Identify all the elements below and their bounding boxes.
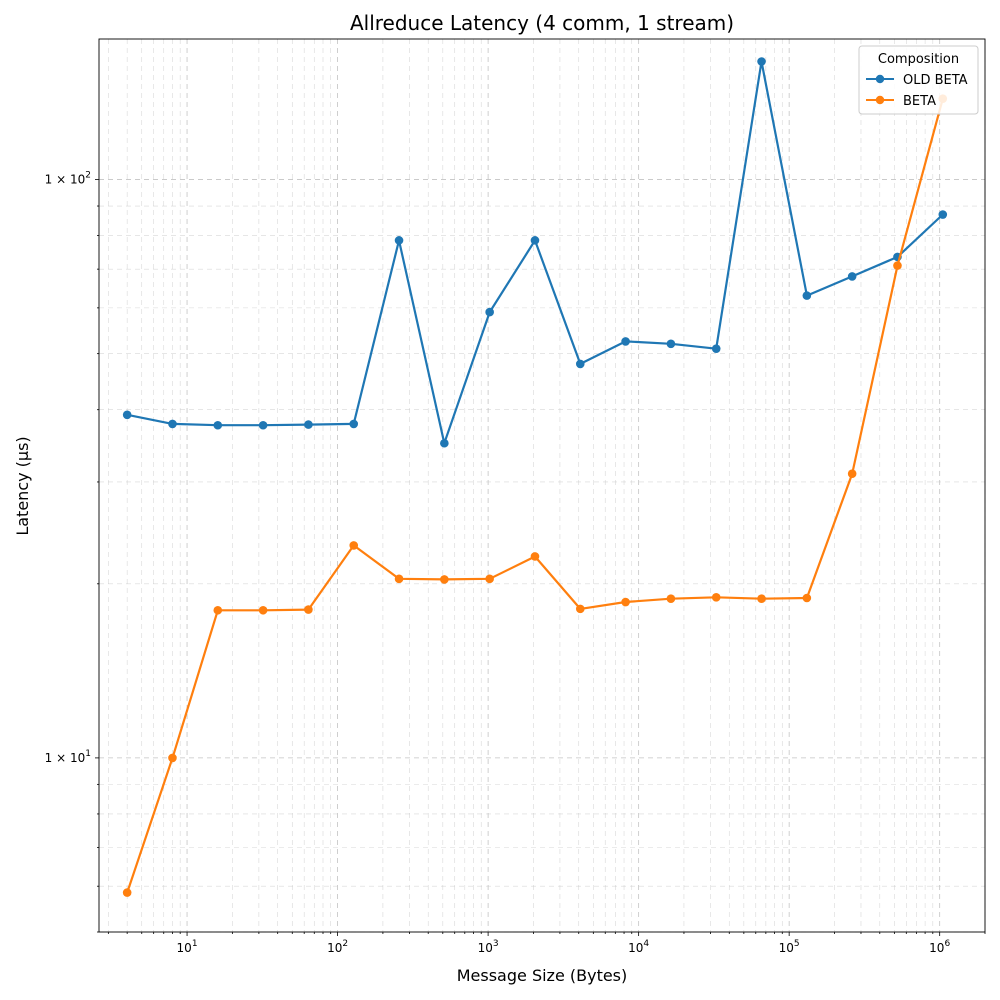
data-point-beta [757, 594, 766, 603]
data-point-beta [258, 605, 268, 615]
plot-frame [98, 38, 986, 933]
y-axis-label: Latency (µs) [13, 436, 32, 535]
grid [99, 39, 986, 933]
data-point-beta [168, 753, 177, 763]
y-tick-label: 1 × 101 [45, 749, 91, 765]
data-point-old-beta [122, 410, 132, 420]
series-lines [122, 57, 948, 897]
data-point-beta [213, 605, 223, 615]
data-point-beta [530, 552, 540, 561]
data-point-old-beta [258, 420, 268, 430]
x-axis-label: Message Size (Bytes) [457, 966, 628, 985]
data-point-old-beta [304, 420, 313, 429]
legend-label-old-beta: OLD BETA [903, 73, 968, 88]
data-point-old-beta [213, 420, 223, 430]
data-point-beta [621, 597, 630, 607]
legend-marker-beta [875, 95, 885, 105]
legend-title: Composition [878, 52, 959, 67]
data-point-beta [802, 593, 812, 603]
data-point-beta [122, 888, 132, 897]
data-point-old-beta [394, 236, 404, 245]
data-point-old-beta [666, 339, 676, 349]
data-point-beta [893, 261, 902, 270]
data-point-old-beta [575, 359, 585, 369]
data-point-beta [394, 574, 404, 584]
data-point-old-beta [530, 236, 540, 245]
legend-marker-old-beta [875, 74, 885, 84]
legend-box [858, 45, 979, 115]
legend-label-beta: BETA [903, 94, 936, 109]
data-point-beta [440, 575, 449, 584]
data-point-old-beta [802, 291, 812, 300]
y-tick-label: 1 × 102 [45, 171, 91, 187]
data-point-old-beta [349, 419, 359, 429]
data-point-beta [485, 574, 494, 584]
data-point-old-beta [485, 307, 494, 317]
data-point-old-beta [847, 272, 857, 281]
data-point-old-beta [711, 344, 721, 353]
data-point-old-beta [168, 419, 177, 429]
data-point-old-beta [757, 57, 766, 66]
data-point-beta [711, 593, 721, 602]
data-point-beta [847, 469, 857, 479]
data-point-beta [575, 604, 585, 614]
data-point-beta [304, 605, 313, 614]
data-point-old-beta [938, 210, 948, 219]
legend: Composition OLD BETA BETA [858, 45, 979, 115]
data-point-beta [666, 594, 676, 603]
chart-title: Allreduce Latency (4 comm, 1 stream) [350, 11, 734, 35]
data-point-beta [349, 541, 359, 550]
data-point-old-beta [440, 438, 449, 448]
data-point-old-beta [621, 337, 630, 346]
